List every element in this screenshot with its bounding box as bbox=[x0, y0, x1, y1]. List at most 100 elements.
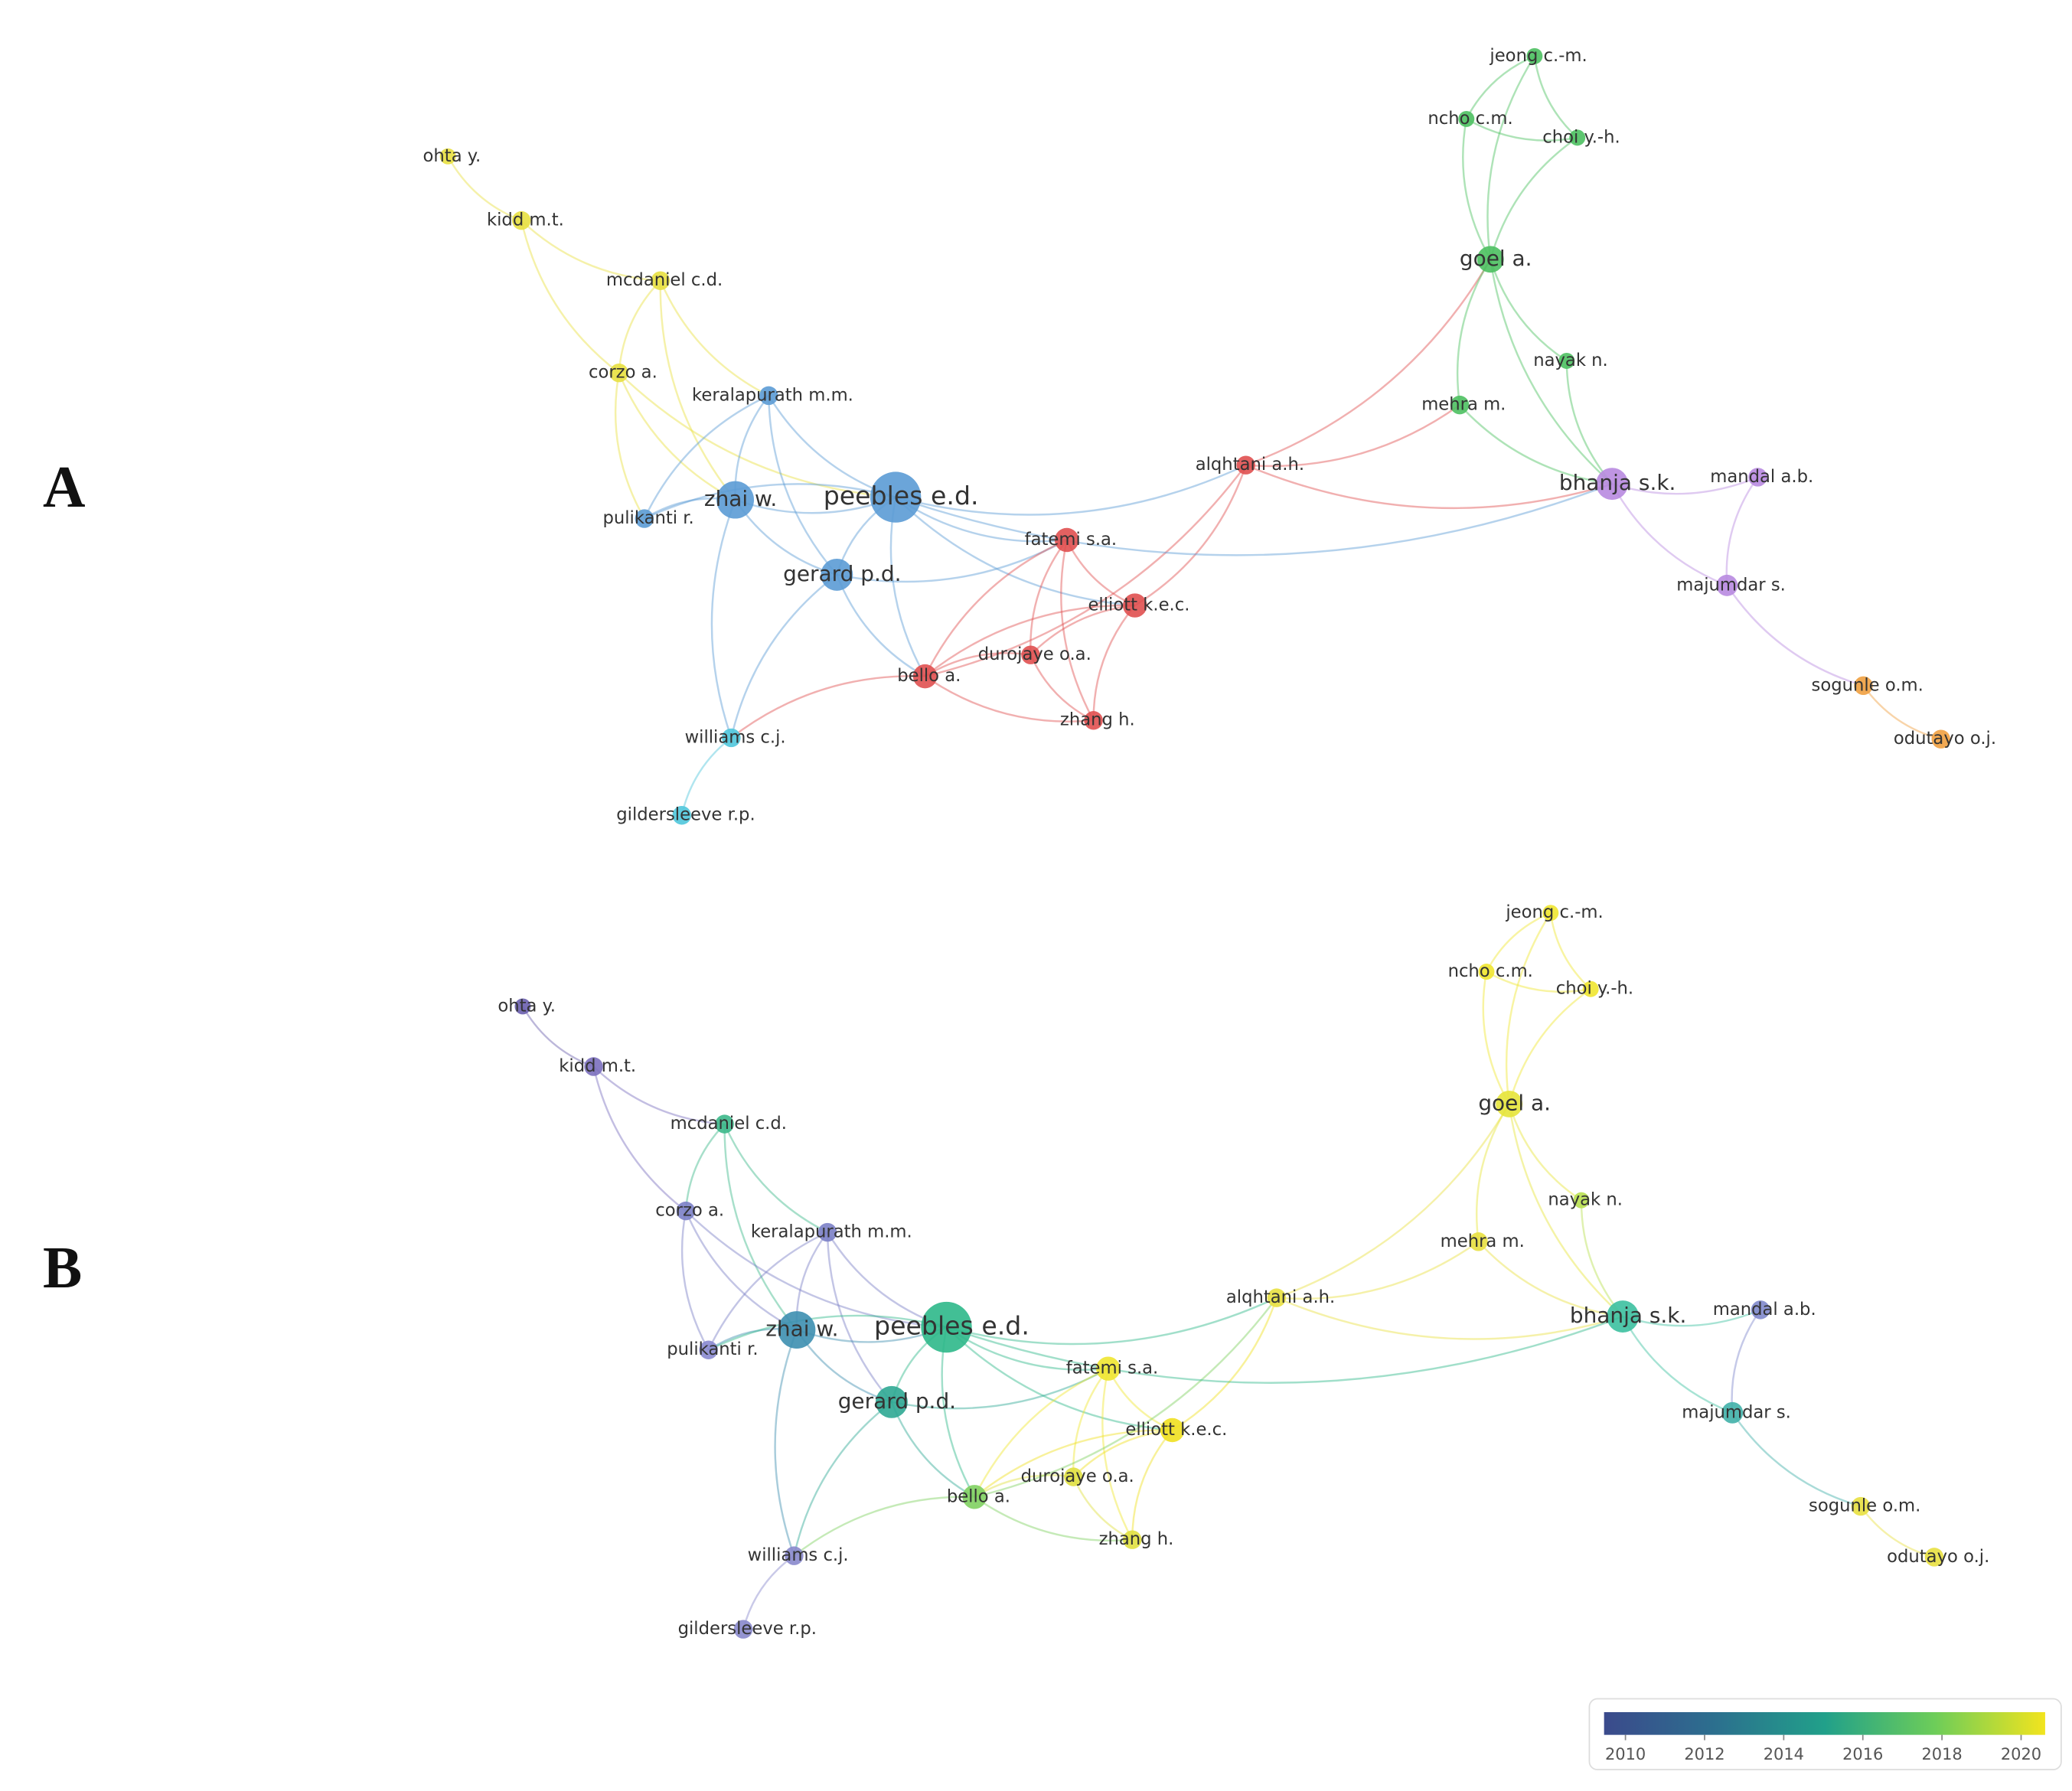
node bbox=[1160, 1417, 1185, 1443]
edge bbox=[1462, 119, 1492, 260]
node-label: sogunle o.m. bbox=[1809, 1496, 1920, 1516]
edge bbox=[685, 1210, 947, 1329]
node-label: goel a. bbox=[1460, 246, 1532, 271]
node-label: mcdaniel c.d. bbox=[671, 1114, 787, 1134]
node bbox=[1582, 980, 1599, 997]
panel-label: B bbox=[43, 1235, 82, 1300]
node-label: bhanja s.k. bbox=[1570, 1303, 1687, 1328]
edge bbox=[1131, 1429, 1173, 1540]
node bbox=[676, 1201, 696, 1221]
edge bbox=[1466, 118, 1578, 142]
node-label: fatemi s.a. bbox=[1025, 530, 1118, 550]
node-label: goel a. bbox=[1478, 1090, 1551, 1115]
node bbox=[699, 1340, 718, 1359]
node bbox=[1021, 645, 1040, 664]
edge bbox=[974, 1297, 1277, 1499]
edge bbox=[707, 1231, 828, 1351]
edge bbox=[644, 483, 896, 520]
edge bbox=[1477, 1241, 1623, 1318]
node bbox=[733, 1620, 753, 1639]
edge bbox=[974, 1368, 1109, 1498]
edge bbox=[895, 496, 1135, 607]
edge bbox=[1101, 1368, 1134, 1541]
edge bbox=[774, 1329, 798, 1557]
edge bbox=[1465, 55, 1535, 119]
node bbox=[722, 728, 741, 748]
node bbox=[1569, 129, 1586, 146]
node bbox=[1054, 527, 1079, 553]
node bbox=[1236, 455, 1255, 475]
node-label: bello a. bbox=[947, 1486, 1010, 1506]
node-label: zhang h. bbox=[1060, 710, 1135, 730]
edge bbox=[1245, 464, 1613, 510]
edge bbox=[890, 1401, 975, 1498]
node bbox=[1084, 711, 1103, 730]
edge bbox=[1565, 360, 1614, 484]
node-label: mandal a.b. bbox=[1710, 467, 1813, 487]
edge bbox=[1490, 259, 1613, 485]
edge bbox=[1245, 259, 1492, 466]
edge bbox=[946, 1297, 1277, 1346]
node bbox=[1267, 1288, 1287, 1307]
edge bbox=[945, 1326, 1173, 1431]
edge bbox=[1029, 539, 1068, 655]
node bbox=[817, 1222, 837, 1242]
edge bbox=[520, 220, 620, 374]
node-label: durojaye o.a. bbox=[1021, 1466, 1134, 1486]
node-label: ncho c.m. bbox=[1428, 109, 1512, 129]
node bbox=[439, 148, 456, 165]
node bbox=[921, 1301, 972, 1353]
node bbox=[1854, 676, 1873, 696]
edge bbox=[1029, 604, 1135, 656]
edge bbox=[1725, 476, 1759, 586]
node-label: gerard p.d. bbox=[783, 561, 901, 586]
node-label: mcdaniel c.d. bbox=[606, 270, 723, 290]
node-label: choi y.-h. bbox=[1542, 127, 1620, 147]
node bbox=[1596, 468, 1629, 501]
node-label: zhai w. bbox=[765, 1316, 838, 1342]
node bbox=[759, 386, 778, 406]
node-label: bhanja s.k. bbox=[1559, 470, 1676, 495]
edge bbox=[1029, 654, 1095, 722]
node-label: jeong c.-m. bbox=[1489, 46, 1587, 66]
node bbox=[1607, 1300, 1640, 1333]
node-label: elliott k.e.c. bbox=[1088, 595, 1189, 615]
node bbox=[1751, 1300, 1770, 1320]
node-label: zhai w. bbox=[704, 486, 777, 511]
panel-label: A bbox=[43, 455, 85, 520]
edge bbox=[924, 675, 1094, 723]
node bbox=[875, 1385, 908, 1418]
edge bbox=[659, 280, 769, 396]
edge bbox=[1482, 971, 1510, 1105]
node bbox=[1931, 729, 1950, 749]
edge bbox=[614, 372, 645, 520]
node-label: bello a. bbox=[897, 666, 961, 686]
edge bbox=[618, 372, 736, 501]
node-label: corzo a. bbox=[589, 363, 657, 383]
node-label: ohta y. bbox=[423, 146, 481, 166]
node bbox=[778, 1311, 816, 1349]
node bbox=[1716, 574, 1738, 596]
edge bbox=[826, 1232, 892, 1403]
node-label: williams c.j. bbox=[685, 727, 786, 747]
edge bbox=[1171, 1297, 1277, 1431]
node bbox=[1469, 1232, 1488, 1251]
node-label: pulikanti r. bbox=[602, 508, 693, 528]
edge bbox=[684, 1210, 798, 1331]
node-label: durojaye o.a. bbox=[978, 644, 1091, 664]
edge bbox=[592, 1066, 687, 1212]
edge bbox=[1622, 1309, 1761, 1327]
edge bbox=[723, 1124, 798, 1331]
edge bbox=[1092, 605, 1136, 721]
edge bbox=[520, 220, 661, 282]
node-label: odutayo o.j. bbox=[1887, 1547, 1989, 1567]
edge bbox=[1580, 1200, 1624, 1317]
edge bbox=[730, 573, 838, 739]
edge bbox=[1459, 404, 1613, 485]
node-label: gildersleeve r.p. bbox=[616, 805, 755, 825]
node-label: mehra m. bbox=[1441, 1232, 1525, 1251]
edge bbox=[618, 279, 661, 374]
node bbox=[962, 1485, 987, 1509]
